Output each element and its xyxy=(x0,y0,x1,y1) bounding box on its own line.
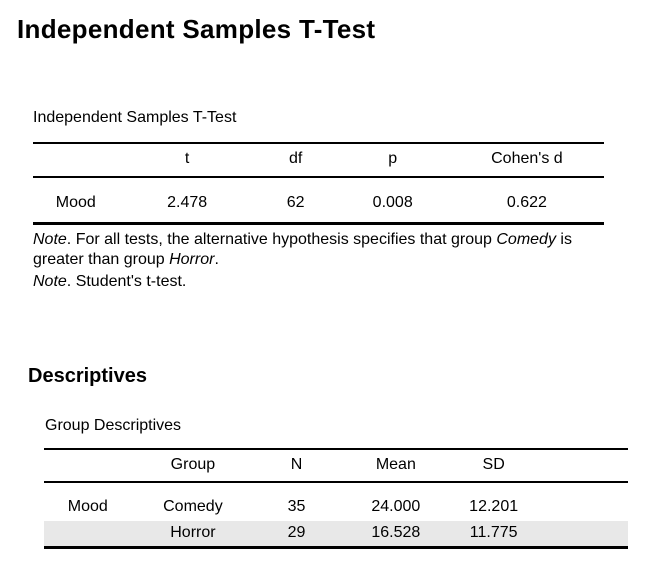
sd-value: 12.201 xyxy=(469,498,519,515)
page-title: Independent Samples T-Test xyxy=(17,14,376,44)
desc-col-group: Group xyxy=(131,449,255,483)
p-value: 0.008 xyxy=(372,194,413,211)
note-test-type: Note. Student's t-test. xyxy=(33,272,604,292)
cohens-d-value: 0.622 xyxy=(506,194,547,211)
table-row-horror: Horror 29 16.528 11.775 xyxy=(44,521,628,548)
row-label: Mood xyxy=(55,194,96,211)
ttest-col-p: p xyxy=(335,143,450,178)
desc-col-n: N xyxy=(254,449,339,483)
ttest-col-df: df xyxy=(255,143,336,178)
group-descriptives-table: Group N Mean SD Mood Comedy 35 24.000 12… xyxy=(44,448,628,549)
row-label: Mood xyxy=(67,498,108,515)
df-value: 62 xyxy=(286,194,305,211)
t-value: 2.478 xyxy=(167,194,208,211)
ttest-col-empty xyxy=(33,143,119,178)
descriptives-header-row: Group N Mean SD xyxy=(44,449,628,483)
mean-value: 16.528 xyxy=(371,524,421,541)
ttest-header-row: t df p Cohen's d xyxy=(33,143,604,178)
note-text: . xyxy=(214,251,219,268)
n-value: 35 xyxy=(287,498,306,515)
table-row-mood: Mood 2.478 62 0.008 0.622 xyxy=(33,177,604,224)
ttest-table: t df p Cohen's d Mood 2.478 62 0.008 0.6… xyxy=(33,142,604,225)
filler-cell xyxy=(535,482,628,521)
note-alternative-hypothesis: Note. For all tests, the alternative hyp… xyxy=(33,230,604,270)
desc-col-mean: Mean xyxy=(338,449,453,483)
descriptives-table-caption: Group Descriptives xyxy=(45,417,182,434)
note-text: . For all tests, the alternative hypothe… xyxy=(66,231,497,248)
ttest-section: Independent Samples T-Test t df p Cohen'… xyxy=(0,108,653,292)
desc-col-filler xyxy=(534,449,628,483)
ttest-table-caption: Independent Samples T-Test xyxy=(33,109,237,126)
ttest-col-t: t xyxy=(118,143,256,178)
group-value: Horror xyxy=(170,524,216,541)
desc-col-sd: SD xyxy=(452,449,535,483)
descriptives-heading: Descriptives xyxy=(28,365,147,387)
note-text: . Student's t-test. xyxy=(66,273,187,290)
n-value: 29 xyxy=(287,524,306,541)
ttest-col-cohens-d: Cohen's d xyxy=(449,143,604,178)
table-row-comedy: Mood Comedy 35 24.000 12.201 xyxy=(44,482,628,521)
row-label xyxy=(44,521,132,548)
note-label: Note xyxy=(33,231,67,248)
group1-name: Comedy xyxy=(496,231,556,248)
descriptives-section: Descriptives Group Descriptives Group N … xyxy=(0,364,653,549)
group2-name: Horror xyxy=(169,251,215,268)
note-text: is greater than group xyxy=(33,231,572,268)
filler-cell xyxy=(535,521,628,548)
mean-value: 24.000 xyxy=(371,498,421,515)
sd-value: 11.775 xyxy=(469,524,518,541)
desc-col-empty xyxy=(44,449,132,483)
note-label: Note xyxy=(33,273,67,290)
group-value: Comedy xyxy=(163,498,223,515)
